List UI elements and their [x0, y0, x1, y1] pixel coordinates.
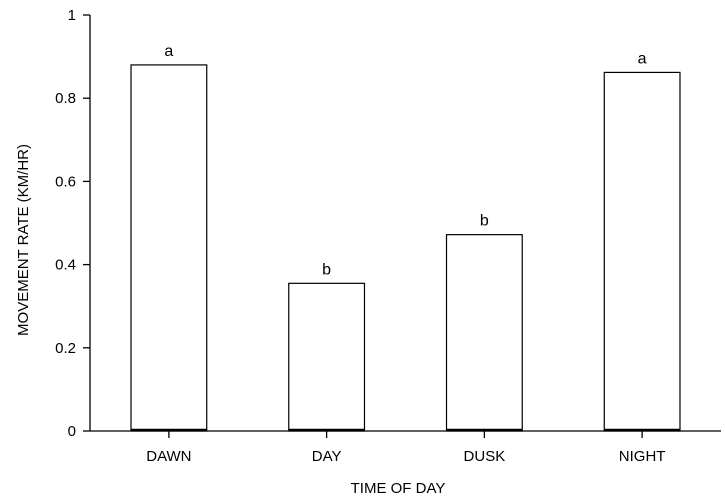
- y-axis: 0 0.2 0.4 0.6 0.8 1: [55, 7, 91, 440]
- y-axis-title: MOVEMENT RATE (KM/HR): [15, 144, 32, 336]
- y-tick-label: 0.4: [55, 257, 76, 274]
- x-tick-label: DAWN: [146, 448, 191, 465]
- bar-significance-label: b: [480, 213, 489, 230]
- y-tick-label: 0.2: [55, 340, 76, 357]
- bar-night: [603, 71, 681, 432]
- x-tick-label: DAY: [312, 448, 342, 465]
- y-tick-label: 1: [68, 7, 76, 24]
- bar-significance-label: a: [164, 43, 173, 60]
- y-tick-label: 0.8: [55, 90, 76, 107]
- y-tick-label: 0.6: [55, 173, 76, 190]
- x-tick-label: DUSK: [464, 448, 506, 465]
- bar-significance-label: b: [322, 261, 331, 278]
- x-axis: DAWN DAY DUSK NIGHT: [90, 430, 721, 465]
- bar-significance-label: a: [638, 50, 647, 67]
- bar-dawn: [130, 64, 208, 432]
- bar-day: [288, 282, 366, 432]
- x-axis-title: TIME OF DAY: [351, 480, 446, 497]
- y-tick-label: 0: [68, 423, 76, 440]
- bar-dusk: [445, 234, 523, 432]
- bars: a b b a: [130, 43, 681, 432]
- x-tick-label: NIGHT: [619, 448, 666, 465]
